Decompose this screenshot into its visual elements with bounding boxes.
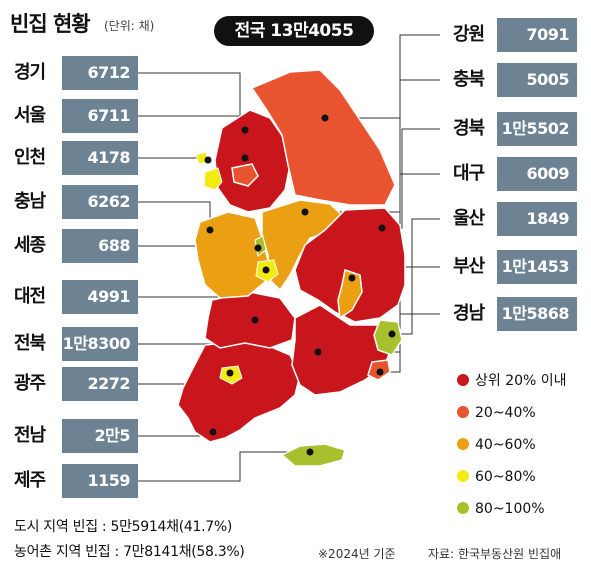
chart-title: 빈집 현황 [10,12,91,36]
map-region-ulsan [373,319,403,356]
region-marker [204,156,212,164]
region-marker [376,368,384,376]
region-value: 1만1453 [497,250,577,284]
region-value: 6712 [62,56,138,90]
legend-label: 80~100% [475,501,545,517]
region-value: 5005 [497,63,577,97]
rural-stat: 농어촌 지역 빈집 : 7만8141채(58.3%) [14,544,245,560]
legend-swatch [457,502,469,514]
region-marker [348,274,356,282]
region-name: 강원 [453,24,485,45]
region-value: 6262 [62,185,138,219]
map-region-jeju [280,443,346,467]
legend-item: 80~100% [457,498,545,520]
legend-swatch [457,438,469,450]
region-name: 울산 [453,208,485,229]
legend-item: 60~80% [457,466,536,488]
region-marker [226,369,234,377]
map-region-chungnam [194,211,269,299]
region-name: 부산 [453,256,485,277]
region-marker [241,126,249,134]
region-name: 전남 [14,425,46,446]
region-value: 2272 [62,367,138,401]
region-value: 1만5502 [497,112,577,146]
region-name: 인천 [14,147,46,168]
region-marker [301,208,309,216]
region-marker [206,226,214,234]
legend-label: 상위 20% 이내 [475,373,567,389]
region-value: 1만5868 [497,297,577,331]
region-value: 4991 [62,280,138,314]
region-name: 경남 [453,303,485,324]
unit-label: (단위: 채) [104,19,155,33]
legend-label: 40~60% [475,437,536,453]
map-region-jeollanam [177,339,301,443]
region-marker [209,428,217,436]
region-name: 대전 [14,286,46,307]
map-region-seoul [231,163,259,187]
urban-stat: 도시 지역 빈집 : 5만5914채(41.7%) [14,519,232,535]
map-region-gyeongnam [291,304,393,396]
legend-label: 60~80% [475,469,536,485]
region-value: 6009 [497,157,577,191]
region-name: 제주 [14,470,46,491]
region-marker [314,348,322,356]
leader-line [138,72,245,131]
region-value: 688 [62,229,138,263]
legend-item: 상위 20% 이내 [457,370,567,392]
region-marker [306,448,314,456]
map-region-gyeongbuk [294,207,406,323]
leader-line [325,34,440,119]
map-region-jeollabuk [204,291,296,349]
region-name: 충남 [14,191,46,212]
region-name: 광주 [14,373,46,394]
region-name: 서울 [14,105,46,126]
region-name: 경북 [453,118,485,139]
region-marker [321,114,329,122]
legend-swatch [457,406,469,418]
legend-label: 20~40% [475,405,536,421]
national-total-badge: 전국 13만4055 [214,16,374,46]
source-note: 자료: 한국부동산원 빈집애 [428,547,562,561]
region-marker [241,154,249,162]
region-marker [254,244,262,252]
region-marker [388,330,396,338]
legend-swatch [457,374,469,386]
region-value: 7091 [497,18,577,52]
region-value: 1159 [62,464,138,498]
region-marker [378,224,386,232]
region-value: 4178 [62,141,138,175]
region-value: 1만8300 [62,327,138,361]
region-name: 충북 [453,69,485,90]
region-name: 대구 [453,163,485,184]
map-region-chungbuk [261,199,347,292]
region-name: 전북 [14,333,46,354]
basis-note: ※2024년 기준 [318,547,396,561]
region-value: 1849 [497,202,577,236]
region-marker [262,266,270,274]
region-name: 세종 [14,235,46,256]
region-marker [251,316,259,324]
leader-line [392,218,440,335]
legend-swatch [457,470,469,482]
leader-line [138,451,310,482]
region-value: 2만5 [62,419,138,453]
legend-item: 40~60% [457,434,536,456]
map-region-daegu [337,269,363,320]
region-name: 경기 [14,62,46,83]
legend-item: 20~40% [457,402,536,424]
map-region-gangwon [250,69,396,206]
region-value: 6711 [62,99,138,133]
